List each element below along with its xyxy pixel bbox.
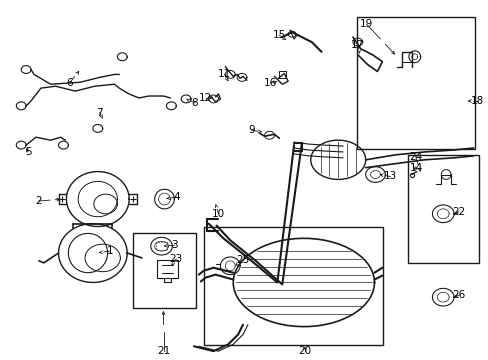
Text: 19: 19 [359, 19, 372, 30]
Text: 20: 20 [298, 346, 311, 356]
Text: 1: 1 [107, 246, 114, 256]
Bar [203, 226, 383, 345]
Text: 24: 24 [408, 152, 422, 162]
Text: 8: 8 [191, 98, 198, 108]
Text: 7: 7 [96, 108, 103, 118]
Text: 4: 4 [173, 192, 179, 202]
Text: 16: 16 [264, 78, 277, 88]
Text: 5: 5 [25, 147, 31, 157]
Text: 3: 3 [171, 240, 177, 250]
Text: 17: 17 [350, 40, 364, 50]
Text: 21: 21 [157, 346, 170, 356]
Text: 26: 26 [451, 290, 465, 300]
Text: 22: 22 [451, 207, 465, 217]
Text: 18: 18 [470, 96, 483, 106]
Text: 23: 23 [169, 254, 183, 264]
Bar [356, 17, 474, 149]
Text: 6: 6 [66, 78, 73, 88]
Text: 10: 10 [211, 209, 224, 219]
Text: 11: 11 [217, 69, 230, 80]
Text: 15: 15 [272, 30, 285, 40]
Text: 13: 13 [383, 171, 396, 181]
Bar [407, 155, 478, 263]
Text: 2: 2 [36, 196, 42, 206]
Text: 14: 14 [409, 163, 423, 173]
Text: 25: 25 [236, 255, 249, 265]
Text: 12: 12 [199, 93, 212, 103]
Bar [133, 233, 196, 308]
Text: 9: 9 [248, 125, 255, 135]
